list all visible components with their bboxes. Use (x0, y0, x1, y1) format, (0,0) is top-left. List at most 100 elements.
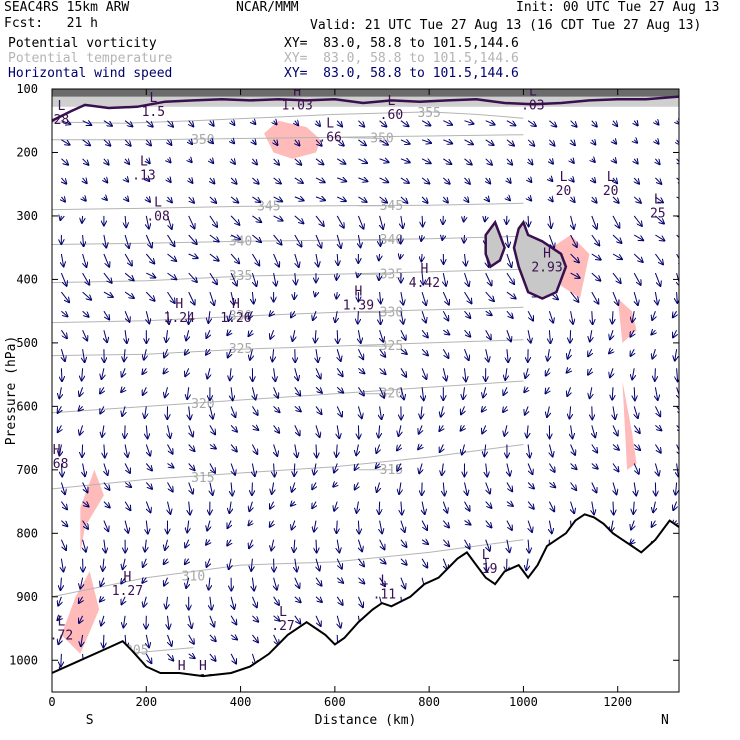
wind-vector (549, 483, 555, 488)
wind-vector (83, 197, 86, 201)
wind-vector (358, 577, 364, 584)
wind-vector (164, 349, 167, 357)
wind-vector (336, 558, 342, 569)
wind-vector (548, 349, 550, 361)
wind-vector (677, 140, 679, 145)
wind-vector (548, 501, 554, 512)
wind-vector (316, 539, 317, 553)
wind-vector (167, 272, 177, 279)
wind-vector (252, 577, 254, 591)
wind-vector (83, 539, 86, 552)
wind-vector (676, 234, 679, 239)
wind-vector (189, 178, 193, 183)
wind-vector (380, 292, 381, 303)
wind-vector (231, 387, 233, 400)
wind-vector (168, 178, 171, 182)
extremum-symbol: L (58, 615, 66, 630)
wind-vector (504, 425, 507, 435)
wind-vector (189, 501, 190, 515)
wind-vector (611, 520, 613, 532)
wind-vector (443, 501, 447, 513)
x-tick-label: 400 (230, 695, 252, 709)
wind-vector (83, 463, 85, 477)
wind-vector (252, 140, 255, 144)
extremum-value: .08 (146, 210, 169, 225)
wind-vector (443, 158, 451, 164)
wind-vector (167, 464, 174, 468)
wind-vector (465, 368, 466, 381)
wind-vector (315, 158, 323, 165)
wind-vector (503, 387, 507, 395)
wind-vector (167, 234, 175, 246)
wind-vector (503, 406, 507, 412)
wind-vector (230, 253, 239, 263)
wind-vector (357, 273, 358, 277)
wind-vector (189, 140, 192, 144)
extremum-symbol: L (140, 154, 148, 169)
wind-vector (60, 272, 66, 286)
wind-vector (676, 215, 679, 218)
wind-vector (549, 330, 550, 343)
pv-shade-region (617, 298, 637, 343)
wind-vector (295, 368, 298, 380)
wind-vector (61, 653, 62, 667)
isentrope-label: 315 (191, 471, 214, 486)
wind-vector (209, 196, 216, 203)
wind-vector (227, 539, 231, 546)
wind-vector (272, 482, 274, 494)
wind-vector (208, 311, 210, 323)
wind-vector (229, 501, 231, 513)
pv-shade-region (61, 571, 100, 654)
wind-vector (613, 482, 617, 495)
wind-vector (315, 615, 321, 626)
wind-vector (146, 272, 155, 278)
wind-vector (612, 272, 621, 283)
wind-vector (592, 501, 594, 515)
legend-pv-xy: XY= 83.0, 58.8 to 101.5,144.6 (284, 36, 519, 51)
wind-vector (443, 121, 452, 125)
wind-vector (633, 215, 642, 226)
wind-vector (82, 502, 89, 507)
wind-vector (401, 292, 403, 305)
forecast-label: Fcst: 21 h (4, 16, 98, 31)
wind-vector (57, 616, 61, 620)
wind-vector (506, 158, 512, 165)
pv-shade-region (622, 381, 637, 470)
wind-vector (61, 310, 67, 316)
wind-vector (188, 425, 193, 436)
wind-vector (165, 387, 168, 397)
wind-vector (571, 501, 575, 514)
wind-vector (527, 501, 534, 509)
wind-vector (145, 539, 146, 552)
wind-vector (252, 215, 261, 222)
wind-vector (315, 596, 322, 602)
wind-vector (571, 215, 574, 229)
isentrope-label: 330 (229, 309, 252, 324)
wind-vector (592, 159, 595, 162)
wind-vector (209, 234, 219, 242)
wind-vector (570, 406, 571, 418)
wind-vector (294, 577, 300, 588)
wind-vector (103, 139, 111, 146)
wind-vector (124, 311, 129, 322)
wind-vector (231, 596, 234, 609)
wind-vector (630, 540, 634, 544)
x-tick-label: 0 (48, 695, 55, 709)
extremum-value: 1.5 (142, 105, 165, 120)
wind-vector (421, 196, 428, 203)
wind-vector (484, 444, 485, 457)
wind-vector (655, 234, 664, 241)
wind-vector (145, 406, 147, 418)
wind-vector (676, 177, 679, 184)
wind-vector (82, 444, 83, 458)
wind-vector (80, 577, 82, 589)
wind-vector (166, 596, 168, 609)
wind-vector (273, 634, 279, 645)
x-tick-label: 600 (324, 695, 346, 709)
wind-vector (633, 253, 643, 262)
extremum-symbol: L (326, 116, 334, 131)
wind-vector (274, 463, 275, 477)
wind-vector (655, 292, 657, 304)
wind-vector (146, 311, 149, 323)
extremum-value: 1.26 (220, 311, 251, 326)
